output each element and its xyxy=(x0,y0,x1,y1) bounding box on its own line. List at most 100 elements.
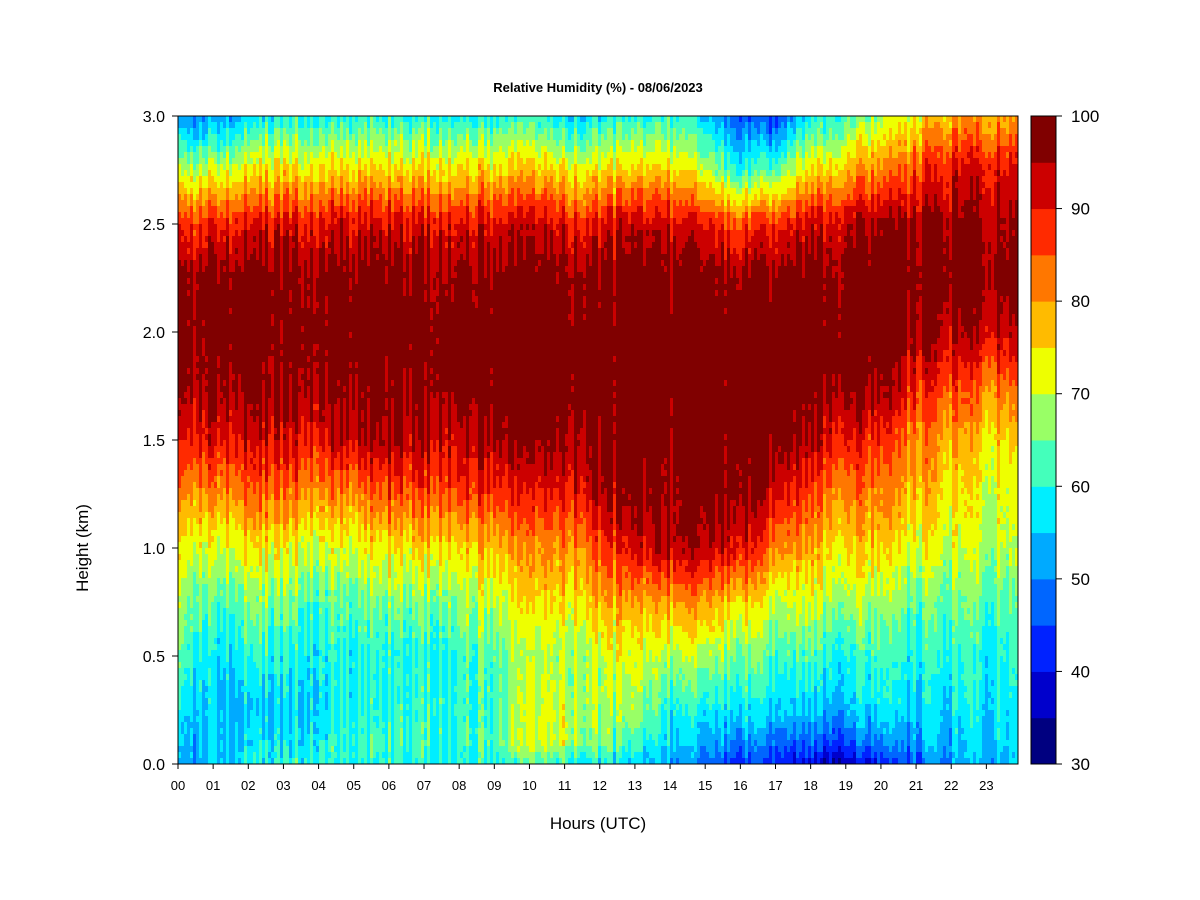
heatmap-cell xyxy=(556,182,559,195)
heatmap-cell xyxy=(529,176,532,195)
heatmap-cell xyxy=(373,218,376,237)
heatmap-cell xyxy=(346,182,349,195)
heatmap-cell xyxy=(751,608,754,639)
heatmap-cell xyxy=(334,548,337,555)
heatmap-cell xyxy=(622,626,625,633)
heatmap-cell xyxy=(388,656,391,669)
heatmap-cell xyxy=(736,596,739,621)
heatmap-cell xyxy=(592,752,595,765)
heatmap-cell xyxy=(682,116,685,129)
heatmap-cell xyxy=(418,440,421,489)
heatmap-cell xyxy=(256,404,259,411)
heatmap-cell xyxy=(691,746,694,753)
heatmap-cell xyxy=(430,614,433,627)
heatmap-cell xyxy=(481,158,484,171)
heatmap-cell xyxy=(622,152,625,171)
heatmap-cell xyxy=(721,632,724,663)
heatmap-cell xyxy=(604,686,607,747)
heatmap-cell xyxy=(382,656,385,663)
heatmap-cell xyxy=(721,662,724,681)
heatmap-cell xyxy=(787,506,790,525)
heatmap-cell xyxy=(790,452,793,483)
heatmap-cell xyxy=(664,470,667,477)
heatmap-cell xyxy=(451,164,454,177)
heatmap-cell xyxy=(208,464,211,471)
heatmap-cell xyxy=(796,116,799,129)
heatmap-cell xyxy=(787,680,790,717)
heatmap-cell xyxy=(523,182,526,201)
heatmap-cell xyxy=(271,134,274,153)
heatmap-cell xyxy=(613,194,616,207)
heatmap-cell xyxy=(769,176,772,189)
heatmap-cell xyxy=(661,674,664,705)
heatmap-cell xyxy=(724,488,727,495)
heatmap-cell xyxy=(586,704,589,747)
heatmap-cell xyxy=(778,206,781,219)
heatmap-cell xyxy=(541,548,544,555)
heatmap-cell xyxy=(574,176,577,201)
heatmap-cell xyxy=(520,650,523,657)
heatmap-cell xyxy=(751,122,754,141)
heatmap-cell xyxy=(343,728,346,735)
heatmap-cell xyxy=(583,410,586,483)
heatmap-cell xyxy=(328,752,331,759)
heatmap-cell xyxy=(268,596,271,627)
heatmap-cell xyxy=(190,620,193,627)
heatmap-cell xyxy=(787,740,790,753)
heatmap-cell xyxy=(307,242,310,279)
heatmap-cell xyxy=(601,206,604,219)
heatmap-cell xyxy=(427,152,430,171)
heatmap-cell xyxy=(604,242,607,249)
heatmap-cell xyxy=(523,446,526,483)
heatmap-cell xyxy=(514,620,517,753)
heatmap-cell xyxy=(364,584,367,621)
heatmap-cell xyxy=(262,632,265,675)
heatmap-cell xyxy=(742,656,745,699)
heatmap-cell xyxy=(229,464,232,489)
heatmap-cell xyxy=(640,140,643,159)
heatmap-cell xyxy=(745,716,748,723)
heatmap-cell xyxy=(796,128,799,141)
heatmap-cell xyxy=(361,644,364,717)
heatmap-cell xyxy=(649,116,652,123)
heatmap-cell xyxy=(655,206,658,231)
heatmap-cell xyxy=(190,194,193,207)
heatmap-cell xyxy=(304,398,307,447)
heatmap-cell xyxy=(232,392,235,435)
heatmap-cell xyxy=(565,128,568,153)
heatmap-cell xyxy=(700,560,703,585)
heatmap-cell xyxy=(301,608,304,681)
heatmap-cell xyxy=(754,590,757,603)
heatmap-cell xyxy=(370,560,373,597)
heatmap-cell xyxy=(562,224,565,477)
heatmap-cell xyxy=(352,152,355,171)
heatmap-cell xyxy=(313,212,316,237)
heatmap-cell xyxy=(517,458,520,465)
heatmap-cell xyxy=(724,170,727,183)
heatmap-cell xyxy=(412,584,415,591)
heatmap-cell xyxy=(211,122,214,135)
heatmap-cell xyxy=(760,638,763,675)
heatmap-cell xyxy=(454,278,457,405)
heatmap-cell xyxy=(361,182,364,201)
heatmap-cell xyxy=(538,542,541,549)
heatmap-cell xyxy=(619,710,622,723)
heatmap-cell xyxy=(586,188,589,207)
heatmap-cell xyxy=(466,554,469,573)
heatmap-cell xyxy=(658,572,661,591)
heatmap-cell xyxy=(754,548,757,567)
heatmap-cell xyxy=(613,728,616,753)
heatmap-cell xyxy=(484,116,487,129)
heatmap-cell xyxy=(730,206,733,213)
heatmap-cell xyxy=(292,596,295,603)
heatmap-cell xyxy=(193,230,196,237)
heatmap-cell xyxy=(538,482,541,489)
heatmap-cell xyxy=(307,662,310,669)
heatmap-cell xyxy=(358,512,361,543)
heatmap-cell xyxy=(505,500,508,531)
heatmap-cell xyxy=(328,506,331,531)
heatmap-cell xyxy=(229,362,232,411)
heatmap-cell xyxy=(730,602,733,621)
heatmap-cell xyxy=(199,578,202,633)
heatmap-cell xyxy=(553,128,556,141)
